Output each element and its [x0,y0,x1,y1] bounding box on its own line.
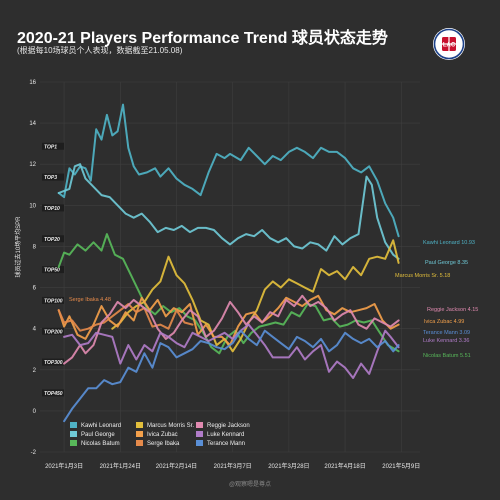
x-tick-label: 2021年3月7日 [214,462,252,470]
rank-band-label: TOP10 [44,206,60,212]
x-tick-label: 2021年2月14日 [156,462,197,470]
y-tick-label: 6 [33,286,37,292]
rank-band-label: TOP450 [44,391,63,397]
rank-band: TOP200 [42,327,64,335]
rank-band-label: TOP3 [44,175,57,181]
y-axis-label: 球员过去10场平均SPR [14,216,22,278]
rank-band: TOP10 [42,204,64,212]
rank-band-label: TOP20 [44,237,60,243]
rank-band-box [42,204,64,212]
clippers-logo-icon: LAC [433,28,465,60]
x-tick-label: 2021年5月9日 [382,462,420,470]
rank-band-box [42,327,64,335]
legend-swatch [136,431,143,437]
rank-band-label: TOP50 [44,268,60,274]
end-label: Kawhi Leonard 10.93 [423,240,475,246]
end-label: Reggie Jackson 4.15 [427,307,478,313]
series-line-kawhi-leonard [57,103,400,238]
x-tick-label: 2021年1月3日 [45,462,83,470]
legend-swatch [196,440,203,446]
rank-band: TOP20 [42,235,64,243]
legend-item: Reggie Jackson [196,422,250,429]
rank-band-box [42,389,64,397]
rank-band: TOP50 [42,266,64,274]
grid [40,81,420,453]
legend-swatch [70,440,77,446]
rank-band-box [42,296,64,304]
end-label: Paul George 8.35 [425,260,468,266]
y-tick-label: 2 [33,368,37,374]
legend-item: Paul George [70,431,115,438]
end-label: Luke Kennard 3.36 [423,338,469,344]
legend-swatch [136,440,143,446]
x-tick-label: 2021年4月18日 [324,462,365,470]
y-tick-label: 0 [33,409,37,415]
y-tick-label: 12 [29,162,36,168]
y-tick-label: 8 [33,244,37,250]
rank-band: TOP300 [42,358,64,366]
x-tick-label: 2021年3月28日 [268,462,309,470]
rank-band-label: TOP300 [44,360,63,366]
rank-band-box [42,266,64,274]
legend-item: Marcus Morris Sr. [136,422,194,429]
legend-swatch [70,431,77,437]
series-line-reggie-jackson [63,294,400,365]
end-label: Nicolas Batum 5.51 [423,353,471,359]
legend-item: Ivica Zubac [136,431,178,438]
rank-band-label: TOP1 [44,144,57,150]
series-line-luke-kennard [63,323,400,379]
series-line-ivica-zubac [57,294,400,347]
series-line-nicolas-batum [57,233,400,355]
rank-band-label: TOP100 [44,298,63,304]
rank-band-box [42,358,64,366]
legend-label: Serge Ibaka [147,441,180,447]
rank-band: TOP100 [42,296,64,304]
series-line-terance-mann [63,329,400,423]
x-tick-label: 2021年1月24日 [100,462,141,470]
y-tick-label: 4 [33,327,37,333]
rank-band-box [42,142,64,150]
legend-label: Nicolas Batum [81,441,120,447]
legend-label: Kawhi Leonard [81,423,121,429]
legend-label: Paul George [81,432,115,438]
legend-swatch [196,431,203,437]
legend-label: Luke Kennard [207,432,244,438]
end-label: Ivica Zubac 4.99 [424,319,464,325]
rank-band: TOP3 [42,173,64,181]
legend-item: Luke Kennard [196,431,244,438]
y-tick-label: 14 [29,121,36,127]
end-label: Terance Mann 3.09 [423,330,470,336]
rank-band-label: TOP200 [44,329,63,335]
legend-swatch [136,422,143,428]
logo-text: LAC [443,43,456,49]
legend-item: Kawhi Leonard [70,422,121,429]
legend-item: Nicolas Batum [70,440,120,447]
legend-label: Reggie Jackson [207,423,250,429]
chart-title: 2020-21 Players Performance Trend 球员状态走势 [17,30,388,47]
legend-label: Marcus Morris Sr. [147,423,194,429]
y-tick-label: 10 [29,203,36,209]
series-line-paul-george [57,163,400,260]
legend-item: Terance Mann [196,440,245,447]
chart-subtitle: (根据每10场球员个人表现，数据截至21.05.08) [17,46,183,55]
watermark: @观察嗯是尊点 [228,482,272,488]
rank-band: TOP1 [42,142,64,150]
rank-band-box [42,235,64,243]
y-tick-label: 16 [29,80,36,86]
end-label: Serge Ibaka 4.48 [69,297,111,303]
rank-band: TOP450 [42,389,64,397]
legend-label: Ivica Zubac [147,432,178,438]
end-label: Marcus Morris Sr. 5.18 [395,273,450,279]
legend-swatch [196,422,203,428]
y-tick-label: -2 [31,450,37,456]
rank-band-box [42,173,64,181]
legend-swatch [70,422,77,428]
legend-item: Serge Ibaka [136,440,180,447]
legend-label: Terance Mann [207,441,245,447]
series-line-marcus-morris-sr- [111,239,400,353]
